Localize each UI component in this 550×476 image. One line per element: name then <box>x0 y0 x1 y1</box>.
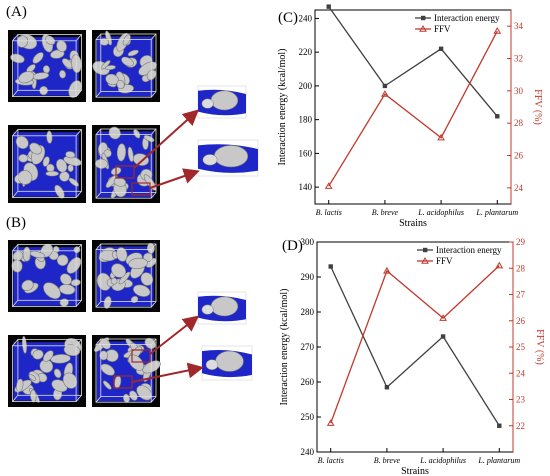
zoom-image-b1 <box>197 291 247 325</box>
zoom-image-b2 <box>201 345 253 381</box>
right-tick-label: 29 <box>516 237 526 247</box>
right-tick-label: 26 <box>514 151 524 161</box>
zoom-arrow-b2 <box>131 362 204 383</box>
x-axis-title: Strains <box>399 218 427 229</box>
point-ffv <box>495 261 504 269</box>
point-energy <box>440 334 446 339</box>
sim-box-b3 <box>8 335 86 407</box>
zoom-arrow-a1 <box>133 109 199 169</box>
right-tick-label: 23 <box>516 395 526 405</box>
highlight-box-a2 <box>131 182 151 196</box>
y2-axis-title: FFV (%) <box>532 89 543 125</box>
sim-box-b1 <box>8 240 86 312</box>
sim-box-a3 <box>8 125 86 203</box>
point-ffv <box>437 133 445 141</box>
left-tick-label: 290 <box>301 272 315 282</box>
point-energy <box>497 423 502 428</box>
point-energy <box>495 114 500 119</box>
series-line-ffv <box>328 30 498 187</box>
x-tick-label: B. lactis <box>318 456 344 465</box>
y2-axis-title: FFV (%) <box>534 329 545 365</box>
legend-marker-energy <box>421 15 426 21</box>
chart-d: 240 250 260 270 280 290 300 22 23 24 25 26 27 28 29 B. … <box>279 237 545 476</box>
left-tick-label: 280 <box>301 307 315 317</box>
right-tick-label: 28 <box>514 118 524 128</box>
point-ffv <box>383 266 391 274</box>
right-tick-label: 28 <box>516 263 526 273</box>
sim-box-b2 <box>92 240 160 312</box>
legend-label-energy: Interaction energy <box>436 245 502 255</box>
x-tick-label: L. plantarum <box>475 208 518 217</box>
right-tick-label: 27 <box>516 290 526 300</box>
left-tick-label: 260 <box>301 377 315 387</box>
left-tick-label: 250 <box>301 412 315 422</box>
highlight-box-b1 <box>131 349 151 363</box>
simulation-images <box>8 30 259 407</box>
point-ffv <box>493 27 502 34</box>
right-tick-label: 25 <box>516 342 526 352</box>
left-tick-label: 180 <box>299 115 313 125</box>
legend-label-ffv: FFV <box>434 24 451 34</box>
right-tick-label: 26 <box>516 316 526 326</box>
x-axis-title: Strains <box>401 466 429 476</box>
legend-marker-ffv <box>421 256 429 264</box>
legend-marker-ffv <box>419 24 427 32</box>
left-tick-label: 240 <box>299 13 313 23</box>
point-energy <box>326 4 331 9</box>
highlight-box-a1 <box>115 165 135 179</box>
point-energy <box>438 46 444 51</box>
right-tick-label: 32 <box>514 54 523 64</box>
panel-label-a: (A) <box>6 4 27 20</box>
plot-frame <box>316 241 514 453</box>
point-ffv <box>326 419 335 426</box>
sim-box-b4 <box>92 335 161 407</box>
sim-box-a1 <box>8 30 86 102</box>
point-energy <box>384 385 390 390</box>
right-tick-label: 24 <box>514 183 524 193</box>
right-tick-label: 34 <box>514 21 524 31</box>
zoom-image-a1 <box>197 85 247 119</box>
left-tick-label: 300 <box>301 237 315 247</box>
point-ffv <box>381 90 389 97</box>
point-ffv <box>324 182 333 189</box>
right-tick-label: 24 <box>516 368 526 378</box>
series-line-energy <box>328 6 498 117</box>
legend-label-energy: Interaction energy <box>434 13 500 23</box>
panel-label-d: (D) <box>282 238 303 254</box>
point-energy <box>382 83 388 89</box>
left-tick-label: 200 <box>299 81 313 91</box>
x-tick-label: B. breve <box>374 456 401 465</box>
legend-label-ffv: FFV <box>436 256 453 266</box>
right-tick-label: 30 <box>514 86 524 96</box>
left-tick-label: 220 <box>299 47 313 57</box>
x-tick-label: L. acidophilus <box>417 208 464 217</box>
series-line-ffv <box>330 265 500 424</box>
right-tick-label: 22 <box>516 421 525 431</box>
plot-frame <box>314 9 512 205</box>
point-ffv <box>439 314 447 321</box>
x-tick-label: L. acidophilus <box>419 456 466 465</box>
left-tick-label: 140 <box>299 182 313 192</box>
left-tick-label: 240 <box>301 447 315 457</box>
zoom-image-a2 <box>197 139 259 177</box>
y-axis-title: Interaction energy (kcal/mol) <box>277 49 288 166</box>
point-energy <box>328 264 333 269</box>
sim-box-a2 <box>92 30 160 102</box>
left-tick-label: 160 <box>299 148 313 158</box>
y-axis-title: Interaction energy (kcal/mol) <box>279 289 290 406</box>
x-tick-label: L. plantarum <box>477 456 520 465</box>
left-tick-label: 270 <box>301 342 315 352</box>
legend-marker-energy <box>423 247 428 253</box>
zoom-arrow-b1 <box>149 315 200 355</box>
panel-label-c: (C) <box>278 10 298 26</box>
panel-label-b: (B) <box>6 215 26 231</box>
zoom-arrow-a2 <box>149 168 200 189</box>
chart-c: 140 160 180 200 220 240 24 26 28 30 32 34 B. lactis B… <box>277 4 543 229</box>
x-tick-label: B. breve <box>372 208 399 217</box>
series-line-energy <box>330 266 500 427</box>
x-tick-label: B. lactis <box>316 208 342 217</box>
